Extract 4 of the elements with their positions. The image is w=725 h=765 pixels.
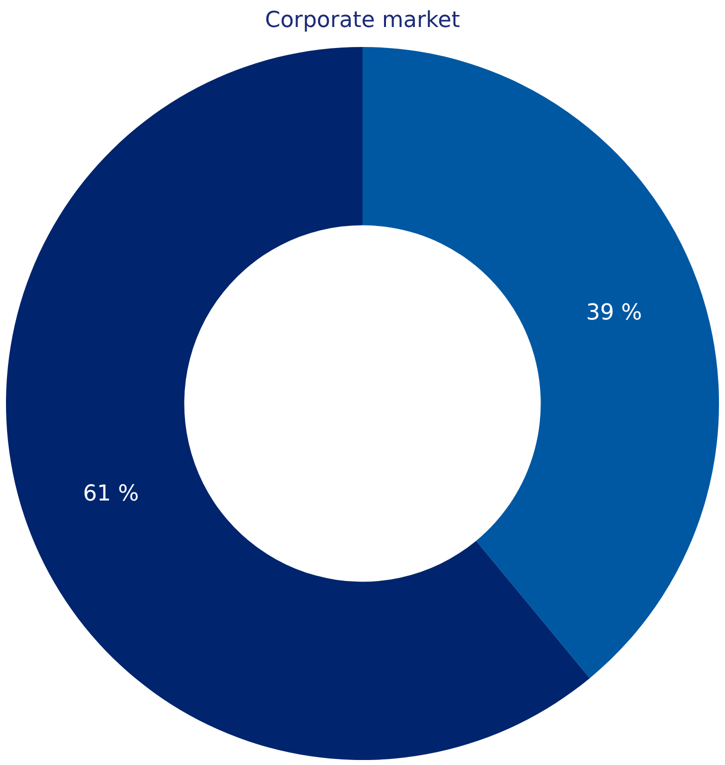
chart-title: Corporate market: [264, 8, 460, 33]
data-label: 61 %: [82, 482, 139, 507]
donut-slice: [362, 47, 719, 678]
data-label: 39 %: [586, 300, 642, 326]
